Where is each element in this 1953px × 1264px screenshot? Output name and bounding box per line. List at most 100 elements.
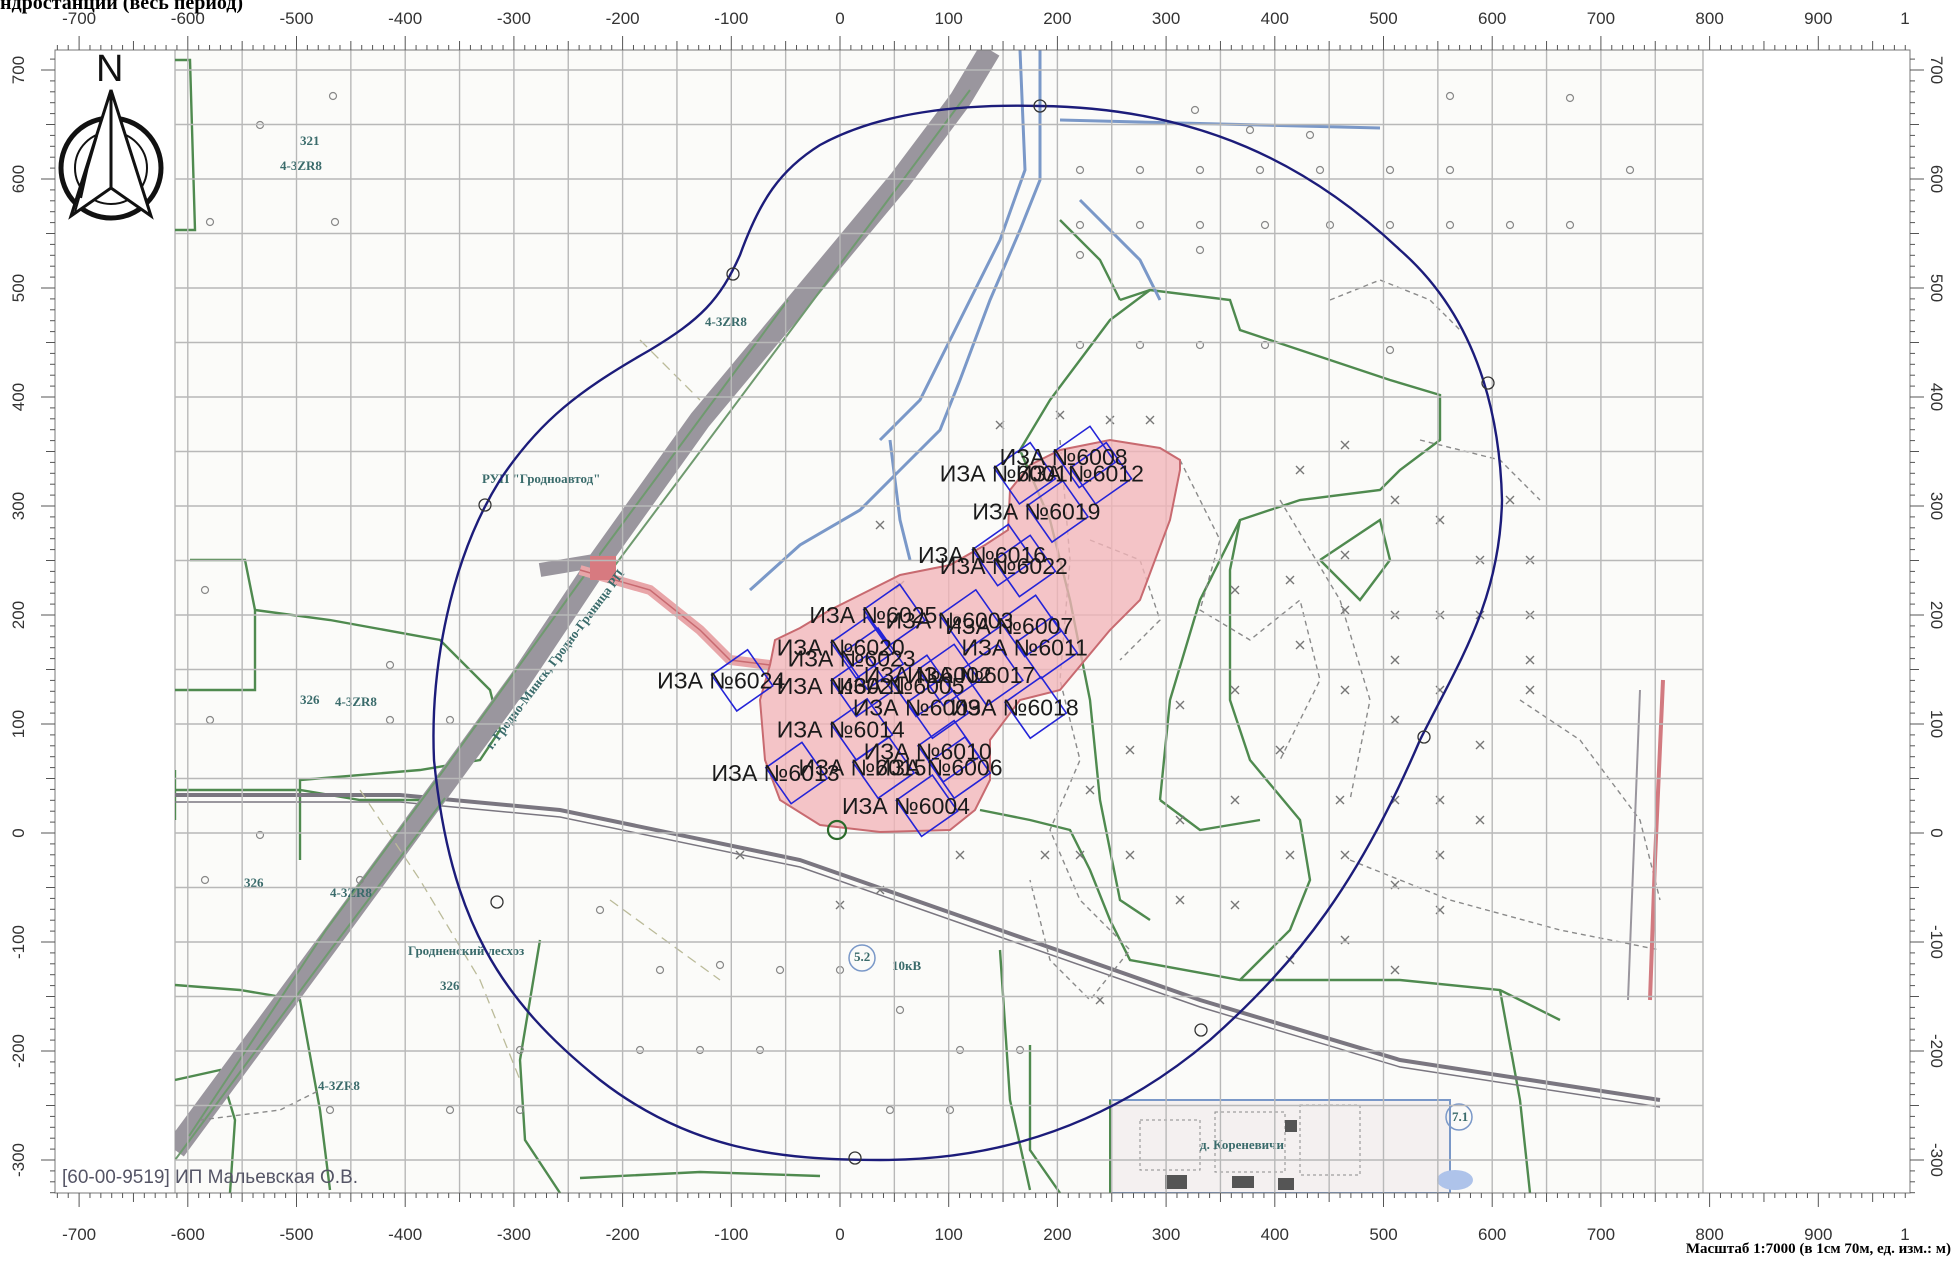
source-label: ИЗА №6023 bbox=[788, 646, 916, 672]
source-label: ИЗА №6010 bbox=[864, 738, 992, 764]
source-box[interactable] bbox=[889, 654, 954, 718]
cross-symbol bbox=[1390, 715, 1400, 725]
source-boxes bbox=[710, 425, 1133, 838]
x-tick-label: 800 bbox=[1695, 9, 1723, 28]
source-box[interactable] bbox=[851, 735, 916, 800]
circle-symbol bbox=[355, 875, 365, 885]
x-tick-label: -600 bbox=[171, 9, 205, 28]
source-label: ИЗА №6025 bbox=[809, 602, 937, 628]
x-tick-label: 100 bbox=[935, 1225, 963, 1244]
source-box[interactable] bbox=[938, 588, 1003, 653]
rulers: -700 -700 -600 -600 -500 -500 -400 -400 -300 -300… bbox=[9, 9, 1946, 1244]
source-box[interactable] bbox=[998, 594, 1062, 658]
cross-symbol bbox=[1340, 605, 1350, 615]
source-box[interactable] bbox=[840, 626, 905, 691]
source-box[interactable] bbox=[1014, 615, 1079, 680]
source-box[interactable] bbox=[927, 735, 992, 800]
circle-symbol bbox=[655, 965, 665, 975]
y-tick-label: 500 bbox=[1927, 274, 1946, 302]
source-box[interactable] bbox=[1025, 479, 1090, 544]
source-box[interactable] bbox=[862, 583, 927, 647]
source-label: ИЗА №6019 bbox=[972, 498, 1100, 524]
x-tick-label: 400 bbox=[1261, 9, 1289, 28]
y-tick-label: 0 bbox=[9, 828, 28, 837]
circle-symbol bbox=[445, 1105, 455, 1115]
cross-symbol bbox=[1175, 895, 1185, 905]
cross-symbol bbox=[1335, 795, 1345, 805]
circle-symbol bbox=[328, 91, 338, 101]
y-tick-label: 600 bbox=[9, 165, 28, 193]
cross-symbol bbox=[1125, 745, 1135, 755]
source-box[interactable] bbox=[960, 643, 1024, 707]
cross-symbol bbox=[1340, 550, 1350, 560]
circle-symbol bbox=[595, 905, 605, 915]
circle-symbol bbox=[1445, 91, 1455, 101]
source-box[interactable] bbox=[993, 534, 1057, 598]
x-tick-label: 400 bbox=[1261, 1225, 1289, 1244]
y-tick-label: 700 bbox=[1927, 56, 1946, 84]
source-box[interactable] bbox=[993, 441, 1057, 506]
map-title: ндростанции (весь период) bbox=[0, 0, 244, 14]
label-line: 4-3ZR8 bbox=[280, 158, 322, 173]
x-tick-label: -100 bbox=[714, 1225, 748, 1244]
x-tick-label: 500 bbox=[1369, 9, 1397, 28]
source-label: ИЗА №6006 bbox=[875, 755, 1003, 781]
source-label: ИЗА №6002 bbox=[864, 662, 992, 688]
x-tick-label: 500 bbox=[1369, 1225, 1397, 1244]
label-kv: 10кВ bbox=[892, 958, 921, 973]
cross-symbol bbox=[735, 850, 745, 860]
source-box[interactable] bbox=[895, 773, 959, 838]
source-box[interactable] bbox=[829, 654, 894, 718]
x-tick-label: 900 bbox=[1804, 1225, 1832, 1244]
source-box[interactable] bbox=[916, 643, 981, 707]
label-rup: РУП "Гродноавтод" bbox=[482, 471, 600, 486]
circle-symbol bbox=[200, 585, 210, 595]
circle-symbol bbox=[1075, 340, 1085, 350]
x-tick-label: 700 bbox=[1587, 9, 1615, 28]
source-label: ИЗА №6012 bbox=[1016, 460, 1144, 486]
y-tick-label: -200 bbox=[1927, 1034, 1946, 1068]
source-label: ИЗА №6008 bbox=[1000, 444, 1128, 470]
y-tick-label: -100 bbox=[1927, 925, 1946, 959]
cross-symbol bbox=[875, 520, 885, 530]
circle-symbol bbox=[1135, 220, 1145, 230]
forest-boundaries bbox=[175, 58, 1561, 1193]
source-box[interactable] bbox=[764, 741, 829, 805]
source-label: ИЗА №6014 bbox=[777, 716, 905, 742]
highway bbox=[175, 50, 1000, 1157]
x-tick-label: 200 bbox=[1043, 1225, 1071, 1244]
source-label: ИЗА №6009 bbox=[853, 695, 981, 721]
x-tick-label: 300 bbox=[1152, 1225, 1180, 1244]
label-plot: 7.1 bbox=[1452, 1109, 1468, 1124]
x-tick-label: 0 bbox=[835, 1225, 844, 1244]
label-line: 4-3ZR8 bbox=[335, 694, 377, 709]
circle-symbol bbox=[1260, 220, 1270, 230]
x-tick-label: 900 bbox=[1804, 9, 1832, 28]
cross-symbol bbox=[1275, 745, 1285, 755]
cross-symbol bbox=[1475, 815, 1485, 825]
label-line: 4-3ZR8 bbox=[318, 1078, 360, 1093]
source-box[interactable] bbox=[1003, 675, 1068, 740]
source-box[interactable] bbox=[710, 648, 774, 713]
circle-symbol bbox=[1445, 165, 1455, 175]
x-tick-label: -500 bbox=[279, 1225, 313, 1244]
x-tick-label: -300 bbox=[497, 1225, 531, 1244]
source-label: ИЗА №6020 bbox=[777, 635, 905, 661]
y-tick-label: 300 bbox=[1927, 492, 1946, 520]
source-box[interactable] bbox=[906, 675, 970, 740]
circle-symbol bbox=[1260, 340, 1270, 350]
industrial-site bbox=[758, 438, 1181, 834]
circle-symbol bbox=[325, 1105, 335, 1115]
source-box[interactable] bbox=[1069, 441, 1133, 506]
cross-symbol bbox=[1475, 740, 1485, 750]
x-tick-label: -400 bbox=[388, 9, 422, 28]
circle-symbol bbox=[1195, 165, 1205, 175]
x-tick-label: 700 bbox=[1587, 1225, 1615, 1244]
y-tick-label: 200 bbox=[1927, 601, 1946, 629]
north-label: N bbox=[96, 48, 123, 90]
ruler-frame bbox=[54, 49, 1911, 1194]
cross-symbol bbox=[1295, 465, 1305, 475]
scale-label: Масштаб 1:7000 (в 1см 70м, ед. изм.: м) bbox=[1685, 1241, 1951, 1257]
circle-symbol bbox=[1195, 220, 1205, 230]
